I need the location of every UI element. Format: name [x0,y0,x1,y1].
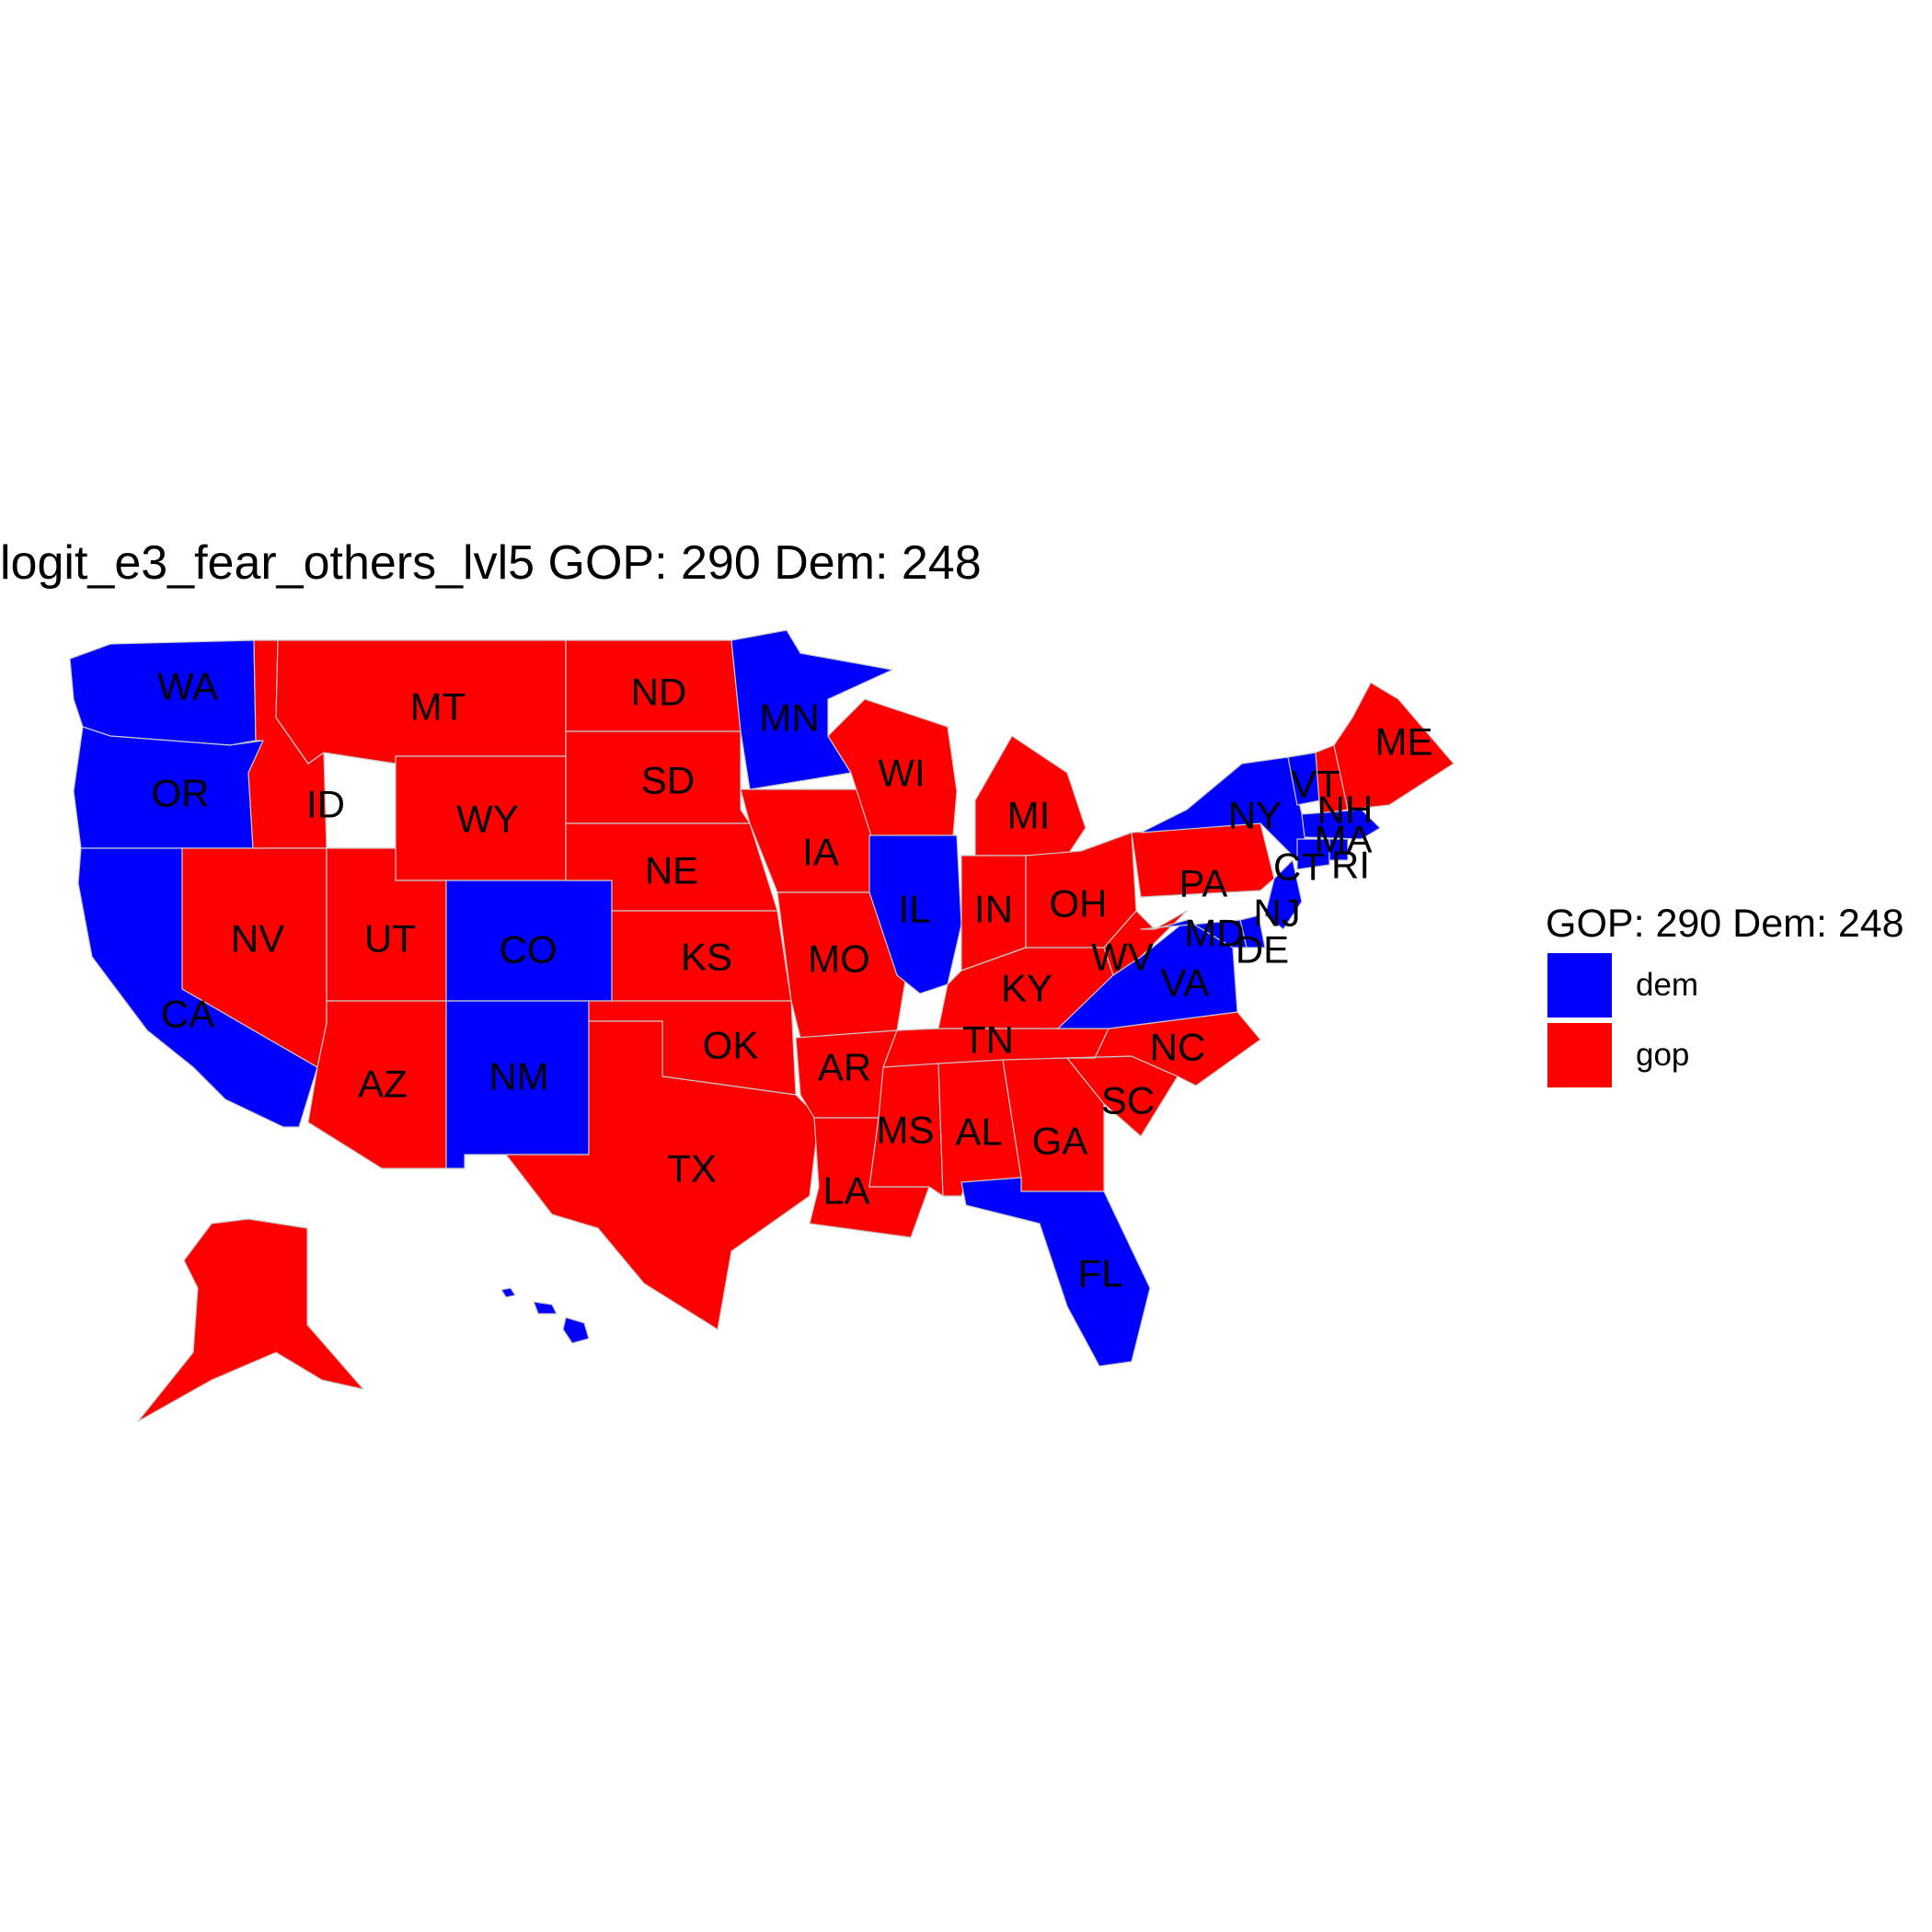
state-label-al: AL [955,1110,1002,1154]
state-ct [1296,838,1330,870]
state-label-wi: WI [878,752,925,795]
state-ak [137,1218,364,1422]
state-label-ne: NE [645,849,698,892]
state-label-ms: MS [877,1109,935,1152]
state-label-mi: MI [1007,794,1051,837]
state-label-nv: NV [231,917,284,960]
state-label-me: ME [1375,720,1433,764]
state-label-sc: SC [1101,1079,1155,1122]
legend-item-dem: dem [1546,951,1904,1019]
legend-label-dem: dem [1636,967,1699,1003]
state-label-ca: CA [161,993,214,1036]
state-label-ok: OK [703,1024,759,1067]
legend-item-gop: gop [1546,1021,1904,1089]
state-label-il: IL [898,888,930,931]
state-label-md: MD [1184,912,1244,955]
state-labels-layer: WA OR CA ID NV MT WY UT AZ CO NM ND SD NE KS OK TX MN IA MO… [152,665,1433,1295]
state-label-sd: SD [641,759,695,802]
state-md [1140,919,1248,949]
state-label-or: OR [152,772,210,815]
state-wi [827,698,958,847]
state-label-ri: RI [1331,844,1370,887]
state-label-ny: NY [1228,794,1282,837]
state-label-tx: TX [667,1147,717,1190]
state-label-ar: AR [818,1046,871,1089]
state-label-ut: UT [364,917,416,960]
state-ri [1328,838,1349,861]
state-label-tn: TN [962,1018,1014,1062]
legend: GOP: 290 Dem: 248 dem gop [1546,898,1904,1089]
state-ma [1301,809,1381,840]
state-label-la: LA [822,1169,869,1213]
state-mn [730,629,893,790]
state-label-az: AZ [358,1063,408,1106]
state-me [1333,682,1455,811]
state-il [868,834,962,995]
legend-label-gop: gop [1636,1037,1690,1073]
state-label-mn: MN [759,696,819,740]
state-label-ia: IA [802,831,839,874]
state-label-ks: KS [681,936,732,979]
state-label-id: ID [306,783,345,826]
state-label-mt: MT [410,685,466,729]
state-label-in: IN [974,888,1013,931]
state-label-nm: NM [489,1055,548,1098]
state-label-co: CO [500,928,558,972]
state-label-ma: MA [1315,818,1373,861]
state-label-nh: NH [1317,788,1374,832]
state-label-wy: WY [456,798,519,841]
legend-title: GOP: 290 Dem: 248 [1546,902,1904,946]
state-label-oh: OH [1050,882,1108,926]
state-label-de: DE [1236,928,1289,972]
map-title: logit_e3_fear_others_lvl5 GOP: 290 Dem: … [0,536,982,590]
legend-key-dem [1546,951,1614,1019]
states-layer [69,629,1455,1422]
state-label-nc: NC [1150,1026,1206,1069]
state-hi [500,1287,590,1344]
state-label-mo: MO [808,937,870,981]
state-label-ga: GA [1032,1120,1088,1163]
state-label-vt: VT [1291,763,1340,806]
state-nj [1264,859,1303,930]
state-label-nd: ND [631,671,687,714]
state-label-wa: WA [157,665,218,708]
state-sd [565,730,751,824]
state-label-ct: CT [1273,845,1325,889]
state-label-va: VA [1161,961,1210,1005]
state-fl [960,1177,1151,1367]
state-label-wv: WV [1091,936,1154,979]
legend-key-gop [1546,1021,1614,1089]
state-label-nj: NJ [1253,891,1300,935]
state-label-fl: FL [1077,1252,1122,1295]
state-label-ky: KY [1001,967,1052,1010]
state-label-pa: PA [1179,862,1228,905]
state-tx [505,1020,820,1330]
